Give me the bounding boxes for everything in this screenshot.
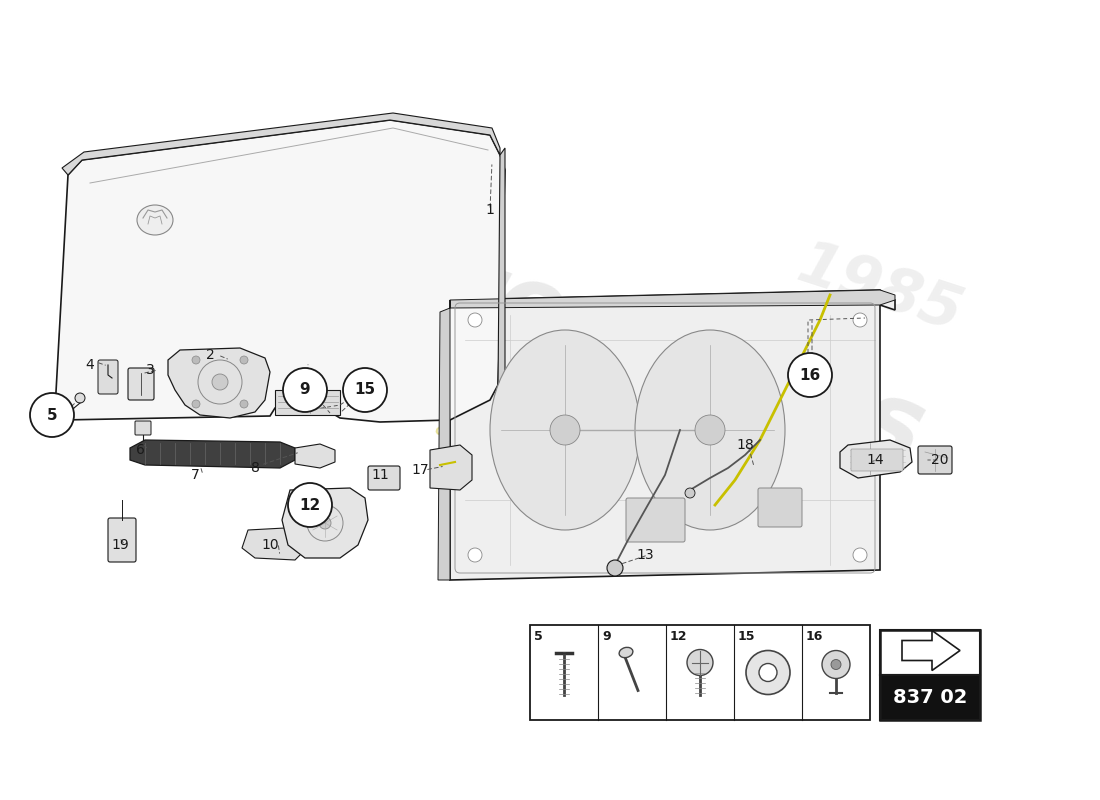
FancyBboxPatch shape — [880, 630, 980, 675]
Circle shape — [75, 393, 85, 403]
FancyBboxPatch shape — [851, 449, 903, 471]
Polygon shape — [168, 348, 270, 418]
Circle shape — [288, 483, 332, 527]
Circle shape — [852, 548, 867, 562]
Circle shape — [685, 488, 695, 498]
Ellipse shape — [635, 330, 785, 530]
Text: 9: 9 — [299, 382, 310, 398]
FancyBboxPatch shape — [918, 446, 952, 474]
FancyBboxPatch shape — [108, 518, 136, 562]
Polygon shape — [450, 290, 895, 580]
Text: 16: 16 — [806, 630, 824, 643]
Circle shape — [283, 368, 327, 412]
Circle shape — [192, 400, 200, 408]
Text: 9: 9 — [602, 630, 610, 643]
Text: eurospares: eurospares — [305, 196, 936, 484]
Circle shape — [852, 313, 867, 327]
Polygon shape — [840, 440, 912, 478]
Text: 16: 16 — [800, 367, 821, 382]
Circle shape — [788, 353, 832, 397]
Text: 10: 10 — [261, 538, 278, 552]
Text: 6: 6 — [135, 443, 144, 457]
FancyBboxPatch shape — [368, 466, 400, 490]
FancyBboxPatch shape — [128, 368, 154, 400]
Text: 5: 5 — [534, 630, 542, 643]
Circle shape — [343, 368, 387, 412]
Polygon shape — [275, 390, 340, 415]
FancyBboxPatch shape — [530, 625, 870, 720]
Text: 15: 15 — [738, 630, 756, 643]
Polygon shape — [430, 445, 472, 490]
Circle shape — [550, 415, 580, 445]
Polygon shape — [62, 113, 501, 175]
Circle shape — [240, 400, 248, 408]
Text: 1985: 1985 — [790, 236, 970, 344]
Polygon shape — [295, 444, 336, 468]
Polygon shape — [902, 630, 960, 670]
FancyBboxPatch shape — [98, 360, 118, 394]
Circle shape — [30, 393, 74, 437]
FancyBboxPatch shape — [626, 498, 685, 542]
Ellipse shape — [619, 647, 632, 658]
Polygon shape — [438, 300, 450, 580]
Polygon shape — [55, 120, 505, 422]
Polygon shape — [498, 148, 505, 385]
Circle shape — [688, 650, 713, 675]
Ellipse shape — [138, 205, 173, 235]
Text: 11: 11 — [371, 468, 389, 482]
Text: 18: 18 — [736, 438, 754, 452]
Text: 13: 13 — [636, 548, 653, 562]
Text: 19: 19 — [111, 538, 129, 552]
Circle shape — [468, 548, 482, 562]
FancyBboxPatch shape — [135, 421, 151, 435]
Circle shape — [822, 650, 850, 678]
Text: 5: 5 — [46, 407, 57, 422]
Circle shape — [759, 663, 777, 682]
Text: 1: 1 — [485, 203, 494, 217]
Circle shape — [240, 356, 248, 364]
Text: 20: 20 — [932, 453, 948, 467]
Circle shape — [468, 313, 482, 327]
Circle shape — [319, 517, 331, 529]
Ellipse shape — [490, 330, 640, 530]
FancyBboxPatch shape — [880, 675, 980, 720]
Polygon shape — [450, 290, 895, 308]
Circle shape — [212, 374, 228, 390]
FancyBboxPatch shape — [758, 488, 802, 527]
Circle shape — [746, 650, 790, 694]
Text: 2: 2 — [206, 348, 214, 362]
Text: 15: 15 — [354, 382, 375, 398]
Circle shape — [607, 560, 623, 576]
Circle shape — [695, 415, 725, 445]
Text: 837 02: 837 02 — [893, 688, 967, 707]
Text: a passion for cars since 1985: a passion for cars since 1985 — [432, 415, 768, 545]
Text: 12: 12 — [299, 498, 320, 513]
Polygon shape — [282, 488, 369, 558]
Text: 12: 12 — [670, 630, 688, 643]
Text: 3: 3 — [145, 363, 154, 377]
Text: 14: 14 — [866, 453, 883, 467]
Circle shape — [830, 659, 842, 670]
Text: 17: 17 — [411, 463, 429, 477]
Text: 8: 8 — [251, 461, 260, 475]
Polygon shape — [242, 528, 305, 560]
Text: 4: 4 — [86, 358, 95, 372]
Text: 7: 7 — [190, 468, 199, 482]
Circle shape — [192, 356, 200, 364]
Polygon shape — [130, 440, 295, 468]
